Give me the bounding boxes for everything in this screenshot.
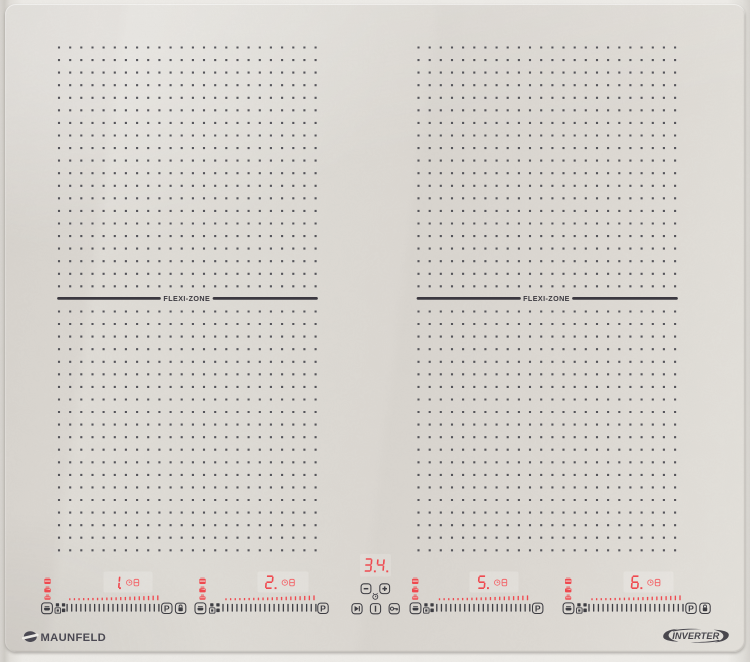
svg-text:FLEXI-ZONE: FLEXI-ZONE xyxy=(163,294,210,303)
svg-text:P: P xyxy=(688,603,694,613)
svg-text:P: P xyxy=(164,603,170,613)
svg-text:MAUNFELD: MAUNFELD xyxy=(41,632,107,644)
svg-text:P: P xyxy=(535,603,541,613)
svg-text:P: P xyxy=(320,603,326,613)
svg-text:FLEXI-ZONE: FLEXI-ZONE xyxy=(523,294,570,303)
svg-text:INVERTER: INVERTER xyxy=(672,631,719,641)
